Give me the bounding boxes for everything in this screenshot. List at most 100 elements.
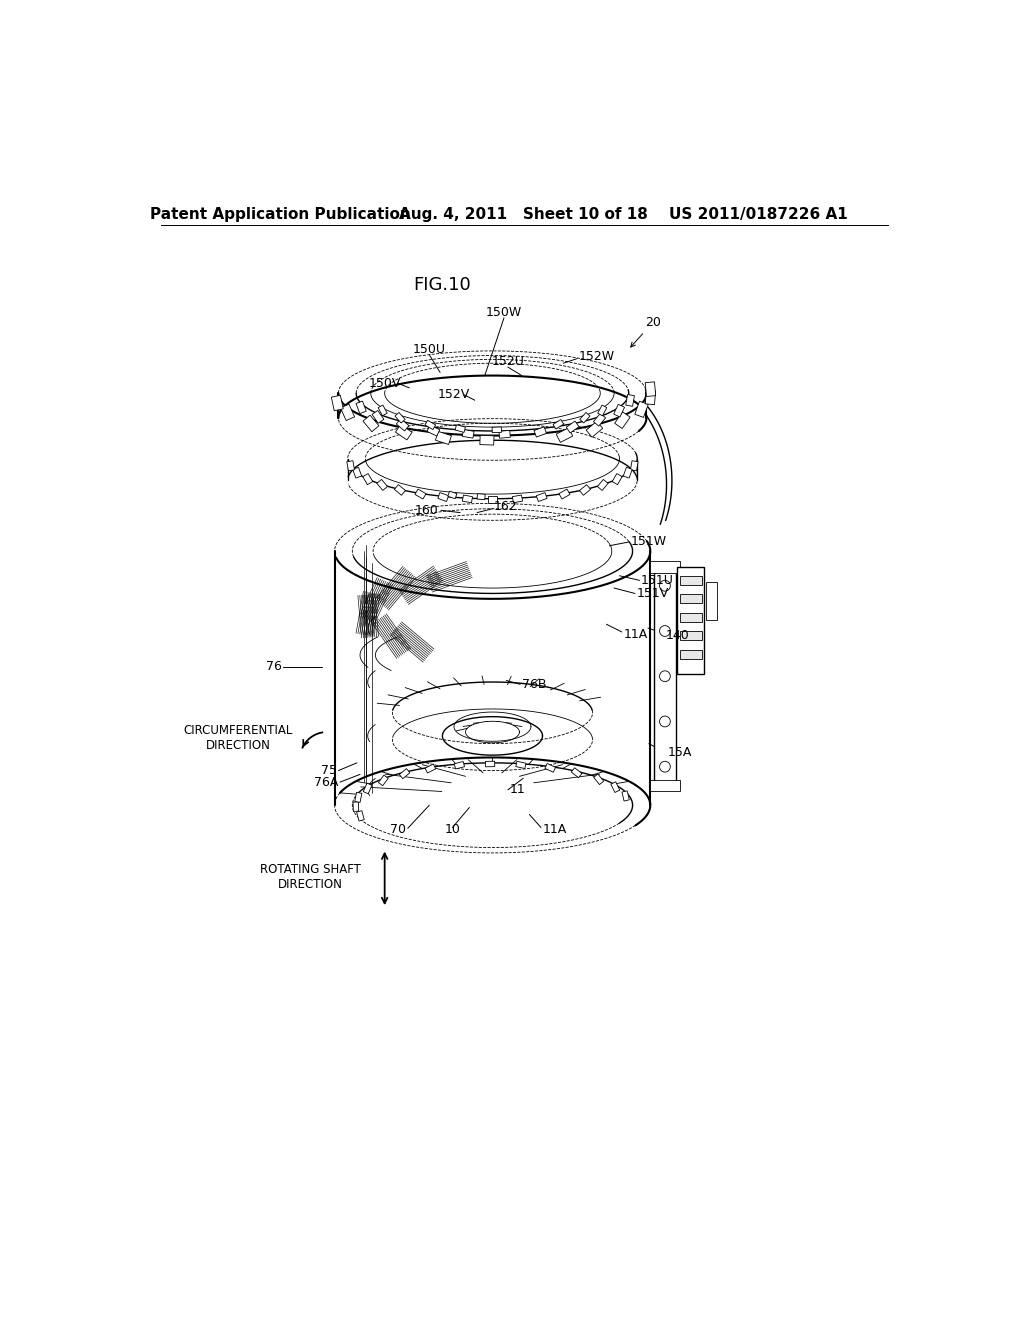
Polygon shape [622, 791, 630, 801]
Text: 162: 162 [494, 500, 517, 513]
Bar [654, 570, 676, 781]
Text: US 2011/0187226 A1: US 2011/0187226 A1 [669, 207, 848, 222]
Polygon shape [613, 404, 625, 417]
Polygon shape [477, 494, 485, 500]
Polygon shape [586, 421, 603, 437]
Text: 76A: 76A [314, 776, 339, 788]
Bar [677, 566, 705, 675]
Text: 11A: 11A [624, 628, 647, 640]
Polygon shape [545, 763, 556, 772]
Text: 11: 11 [509, 783, 525, 796]
Polygon shape [635, 401, 648, 417]
Bar [680, 649, 701, 659]
Polygon shape [598, 405, 607, 416]
Polygon shape [559, 490, 570, 499]
Text: 70: 70 [390, 824, 407, 837]
Polygon shape [626, 395, 635, 407]
Polygon shape [362, 416, 379, 432]
Polygon shape [399, 768, 410, 779]
Polygon shape [594, 774, 604, 784]
Polygon shape [356, 401, 367, 413]
Polygon shape [485, 762, 495, 767]
Text: 11A: 11A [543, 824, 566, 837]
Polygon shape [379, 775, 388, 785]
Text: ROTATING SHAFT
DIRECTION: ROTATING SHAFT DIRECTION [259, 863, 360, 891]
Polygon shape [645, 381, 655, 396]
Polygon shape [624, 467, 632, 478]
Polygon shape [425, 420, 435, 429]
Polygon shape [378, 405, 387, 416]
Bar [680, 576, 701, 585]
Text: 160: 160 [415, 504, 438, 517]
Polygon shape [580, 412, 590, 422]
Polygon shape [353, 803, 358, 812]
Polygon shape [614, 412, 630, 429]
Polygon shape [356, 810, 365, 821]
Polygon shape [611, 781, 620, 792]
Polygon shape [480, 436, 494, 445]
Polygon shape [396, 418, 409, 430]
Text: 150U: 150U [413, 343, 445, 356]
Bar [680, 594, 701, 603]
Polygon shape [499, 430, 510, 438]
Polygon shape [597, 479, 608, 491]
Text: 15A: 15A [668, 746, 692, 759]
Polygon shape [352, 467, 361, 478]
Bar [706, 582, 717, 620]
Polygon shape [462, 429, 474, 438]
Text: FIG.10: FIG.10 [414, 276, 471, 294]
Polygon shape [645, 389, 655, 405]
Polygon shape [395, 412, 406, 422]
Polygon shape [553, 420, 563, 429]
Text: 152U: 152U [492, 355, 524, 368]
Polygon shape [534, 426, 547, 437]
Polygon shape [516, 762, 526, 768]
Polygon shape [566, 421, 579, 433]
Polygon shape [455, 762, 465, 770]
Text: 150V: 150V [369, 376, 400, 389]
Polygon shape [394, 484, 406, 495]
Text: 152V: 152V [438, 388, 470, 401]
Polygon shape [425, 764, 436, 774]
Text: 76B: 76B [521, 677, 546, 690]
Polygon shape [347, 461, 354, 471]
Polygon shape [463, 495, 472, 503]
Polygon shape [455, 425, 466, 433]
Text: Patent Application Publication: Patent Application Publication [151, 207, 411, 222]
Bar [680, 612, 701, 622]
Text: 150W: 150W [485, 306, 522, 319]
Polygon shape [438, 492, 449, 502]
Text: 151U: 151U [641, 574, 674, 587]
Polygon shape [362, 474, 373, 484]
Polygon shape [377, 479, 387, 491]
Polygon shape [364, 783, 372, 793]
Text: 20: 20 [631, 315, 660, 347]
Polygon shape [447, 491, 457, 499]
Polygon shape [593, 413, 605, 426]
Text: 152W: 152W [579, 350, 614, 363]
Polygon shape [427, 425, 439, 436]
Polygon shape [372, 411, 384, 424]
Text: 76: 76 [265, 660, 282, 673]
Text: CIRCUMFERENTIAL
DIRECTION: CIRCUMFERENTIAL DIRECTION [183, 725, 293, 752]
Bar [650, 780, 680, 791]
Polygon shape [612, 474, 623, 484]
Polygon shape [493, 426, 502, 433]
Text: 75: 75 [321, 764, 337, 777]
Text: 151W: 151W [631, 536, 668, 548]
Polygon shape [354, 792, 361, 803]
Polygon shape [341, 404, 354, 421]
Text: 10: 10 [444, 824, 461, 837]
Polygon shape [395, 425, 412, 440]
Bar [650, 561, 680, 573]
Polygon shape [580, 484, 591, 495]
Polygon shape [571, 768, 582, 777]
Bar [680, 631, 701, 640]
Text: 151V: 151V [637, 587, 669, 601]
Polygon shape [512, 495, 522, 503]
Polygon shape [435, 432, 452, 445]
Polygon shape [487, 496, 497, 503]
Text: Aug. 4, 2011   Sheet 10 of 18: Aug. 4, 2011 Sheet 10 of 18 [398, 207, 648, 222]
Polygon shape [537, 492, 547, 502]
Polygon shape [332, 395, 343, 411]
